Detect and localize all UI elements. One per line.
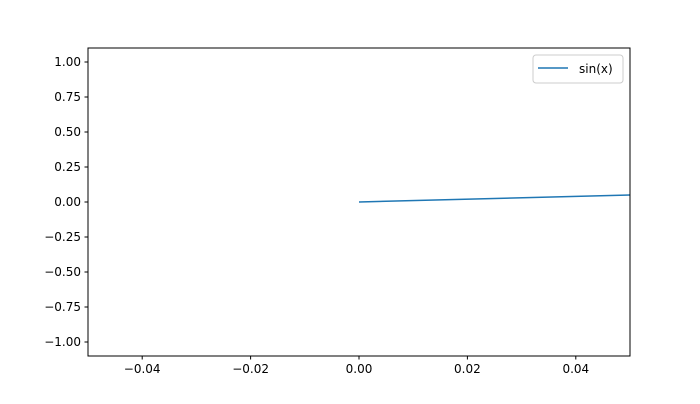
legend-box [532, 54, 624, 84]
y-tick-label: −0.25 [44, 230, 81, 244]
legend: sin(x) [532, 54, 624, 84]
x-tick-label: −0.02 [232, 362, 269, 376]
x-axis: −0.04 −0.02 0.00 0.02 0.04 [124, 356, 589, 376]
x-tick-label: 0.02 [454, 362, 481, 376]
axes-frame [87, 47, 631, 357]
series-line [358, 194, 630, 203]
y-tick-label: 0.50 [54, 125, 81, 139]
y-tick-label: 0.75 [54, 90, 81, 104]
y-axis: 1.00 0.75 0.50 0.25 0.00 −0.25 −0.50 −0.75 −1.00 [44, 55, 88, 349]
y-tick-label: 0.00 [54, 195, 81, 209]
y-tick-label: 1.00 [54, 55, 81, 69]
y-tick-label: −0.75 [44, 300, 81, 314]
legend-label: sin(x) [579, 62, 613, 76]
y-tick-label: −1.00 [44, 335, 81, 349]
series-lines [358, 194, 630, 203]
x-tick-label: 0.00 [346, 362, 373, 376]
x-tick-label: 0.04 [562, 362, 589, 376]
y-tick-label: 0.25 [54, 160, 81, 174]
y-tick-label: −0.50 [44, 265, 81, 279]
x-tick-label: −0.04 [124, 362, 161, 376]
